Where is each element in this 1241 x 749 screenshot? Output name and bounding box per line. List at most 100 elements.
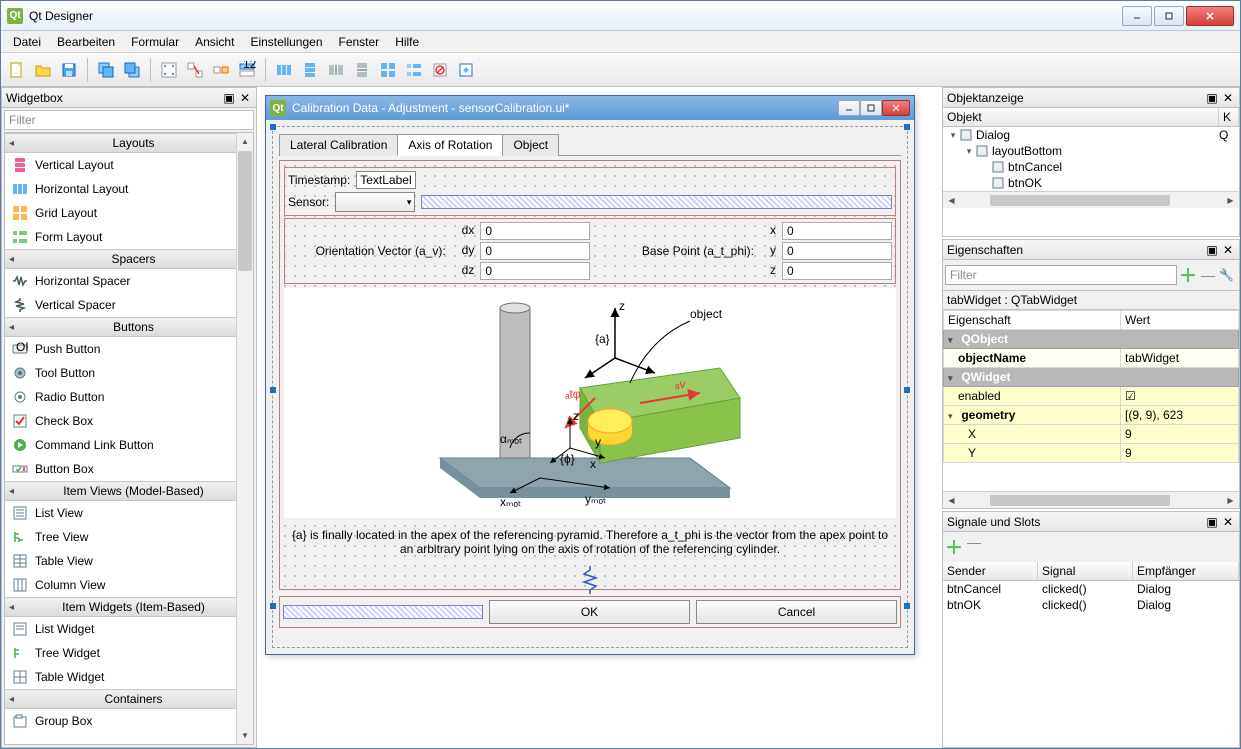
widgetbox-item[interactable]: OKPush Button xyxy=(5,337,253,361)
widgetbox-item[interactable]: Button Box xyxy=(5,457,253,481)
menu-formular[interactable]: Formular xyxy=(123,33,187,51)
dock-close-icon[interactable]: ✕ xyxy=(1221,243,1235,257)
property-row[interactable]: ▾ geometry[(9, 9), 623 xyxy=(944,406,1239,425)
property-row[interactable]: X9 xyxy=(944,425,1239,444)
edit-buddies-icon[interactable] xyxy=(209,58,233,82)
bring-front-icon[interactable] xyxy=(120,58,144,82)
tree-row[interactable]: btnOK xyxy=(943,175,1239,191)
widgetbox-item[interactable]: Tree Widget xyxy=(5,641,253,665)
widgetbox-item[interactable]: Radio Button xyxy=(5,385,253,409)
signal-row[interactable]: btnOKclicked()Dialog xyxy=(943,597,1239,613)
tabwidget[interactable]: Lateral Calibration Axis of Rotation Obj… xyxy=(279,133,901,156)
menu-datei[interactable]: Datei xyxy=(5,33,49,51)
widgetbox-list[interactable]: ▲ ▼ LayoutsVertical LayoutHorizontal Lay… xyxy=(4,132,254,745)
col-class[interactable]: K xyxy=(1219,108,1239,126)
property-table[interactable]: EigenschaftWert ▾ QObject objectNametabW… xyxy=(943,310,1239,463)
col-value[interactable]: Wert xyxy=(1121,311,1239,330)
design-window[interactable]: Qt Calibration Data - Adjustment - senso… xyxy=(265,95,915,655)
widgetbox-item[interactable]: Group Box xyxy=(5,709,253,733)
tree-row[interactable]: ▾DialogQ xyxy=(943,127,1239,143)
layout-vert-icon[interactable] xyxy=(298,58,322,82)
widgetbox-category[interactable]: Containers xyxy=(5,689,253,709)
property-row[interactable]: ▾ QObject xyxy=(944,330,1239,349)
field-value[interactable]: 0 xyxy=(782,222,892,240)
dock-close-icon[interactable]: ✕ xyxy=(1221,515,1235,529)
scrollbar[interactable]: ◀▶ xyxy=(943,191,1239,208)
tab-axis[interactable]: Axis of Rotation xyxy=(397,134,503,156)
field-value[interactable]: 0 xyxy=(480,262,590,280)
send-back-icon[interactable] xyxy=(94,58,118,82)
menu-fenster[interactable]: Fenster xyxy=(331,33,388,51)
expand-icon[interactable]: ▾ xyxy=(963,146,975,157)
widgetbox-item[interactable]: Horizontal Spacer xyxy=(5,269,253,293)
break-layout-icon[interactable] xyxy=(428,58,452,82)
expand-icon[interactable]: ▾ xyxy=(947,130,959,141)
property-row[interactable]: ▾ QWidget xyxy=(944,368,1239,387)
widgetbox-item[interactable]: Tree View xyxy=(5,525,253,549)
settings-icon[interactable]: 🔧 xyxy=(1219,268,1237,282)
dock-close-icon[interactable]: ✕ xyxy=(1221,91,1235,105)
tab-object[interactable]: Object xyxy=(502,134,559,156)
widgetbox-filter[interactable]: Filter xyxy=(4,110,254,130)
new-file-icon[interactable] xyxy=(5,58,29,82)
object-tree[interactable]: Objekt K ▾DialogQ▾layoutBottombtnCancelb… xyxy=(943,108,1239,236)
tree-row[interactable]: btnCancel xyxy=(943,159,1239,175)
widgetbox-item[interactable]: Grid Layout xyxy=(5,201,253,225)
property-row[interactable]: enabled☑ xyxy=(944,387,1239,406)
close-button[interactable] xyxy=(1186,6,1234,26)
scrollbar[interactable]: ▲ ▼ xyxy=(236,133,253,744)
adjust-size-icon[interactable] xyxy=(454,58,478,82)
layout-form-icon[interactable] xyxy=(402,58,426,82)
remove-signal-icon[interactable]: — xyxy=(965,534,983,560)
dock-float-icon[interactable]: ▣ xyxy=(1205,91,1219,105)
widgetbox-item[interactable]: Table View xyxy=(5,549,253,573)
layout-vert-splitter-icon[interactable] xyxy=(350,58,374,82)
tree-row[interactable]: ▾layoutBottom xyxy=(943,143,1239,159)
layout-grid-icon[interactable] xyxy=(376,58,400,82)
widgetbox-category[interactable]: Item Views (Model-Based) xyxy=(5,481,253,501)
property-row[interactable]: objectNametabWidget xyxy=(944,349,1239,368)
field-value[interactable]: 0 xyxy=(782,242,892,260)
widgetbox-item[interactable]: Command Link Button xyxy=(5,433,253,457)
widgetbox-category[interactable]: Buttons xyxy=(5,317,253,337)
widgetbox-category[interactable]: Spacers xyxy=(5,249,253,269)
minimize-button[interactable] xyxy=(1122,6,1152,26)
property-row[interactable]: Y9 xyxy=(944,444,1239,463)
property-filter[interactable]: Filter xyxy=(945,265,1177,285)
save-file-icon[interactable] xyxy=(57,58,81,82)
widgetbox-item[interactable]: Check Box xyxy=(5,409,253,433)
edit-signals-icon[interactable] xyxy=(183,58,207,82)
field-value[interactable]: 0 xyxy=(480,222,590,240)
dock-close-icon[interactable]: ✕ xyxy=(238,91,252,105)
col-receiver[interactable]: Empfänger xyxy=(1133,562,1239,580)
child-close-icon[interactable] xyxy=(882,100,910,116)
add-property-icon[interactable]: ＋ xyxy=(1179,262,1197,288)
widgetbox-item[interactable]: Tool Button xyxy=(5,361,253,385)
col-signal[interactable]: Signal xyxy=(1038,562,1133,580)
scrollbar[interactable]: ◀▶ xyxy=(943,491,1239,508)
widgetbox-item[interactable]: Vertical Spacer xyxy=(5,293,253,317)
layout-horiz-splitter-icon[interactable] xyxy=(324,58,348,82)
widgetbox-item[interactable]: Vertical Layout xyxy=(5,153,253,177)
signals-table[interactable]: Sender Signal Empfänger btnCancelclicked… xyxy=(943,562,1239,747)
widgetbox-item[interactable]: List Widget xyxy=(5,617,253,641)
field-value[interactable]: 0 xyxy=(480,242,590,260)
ok-button[interactable]: OK xyxy=(489,600,690,624)
remove-property-icon[interactable]: — xyxy=(1199,267,1217,283)
widgetbox-item[interactable]: List View xyxy=(5,501,253,525)
widgetbox-item[interactable]: Form Layout xyxy=(5,225,253,249)
widgetbox-category[interactable]: Layouts xyxy=(5,133,253,153)
edit-widgets-icon[interactable] xyxy=(157,58,181,82)
edit-taborder-icon[interactable]: 123 xyxy=(235,58,259,82)
widgetbox-item[interactable]: Horizontal Layout xyxy=(5,177,253,201)
open-file-icon[interactable] xyxy=(31,58,55,82)
tab-lateral[interactable]: Lateral Calibration xyxy=(279,134,398,156)
widgetbox-category[interactable]: Item Widgets (Item-Based) xyxy=(5,597,253,617)
widgetbox-item[interactable]: Column View xyxy=(5,573,253,597)
maximize-button[interactable] xyxy=(1154,6,1184,26)
form-canvas[interactable]: Lateral Calibration Axis of Rotation Obj… xyxy=(272,126,908,648)
col-property[interactable]: Eigenschaft xyxy=(944,311,1121,330)
field-value[interactable]: 0 xyxy=(782,262,892,280)
menu-ansicht[interactable]: Ansicht xyxy=(187,33,242,51)
menu-hilfe[interactable]: Hilfe xyxy=(387,33,427,51)
